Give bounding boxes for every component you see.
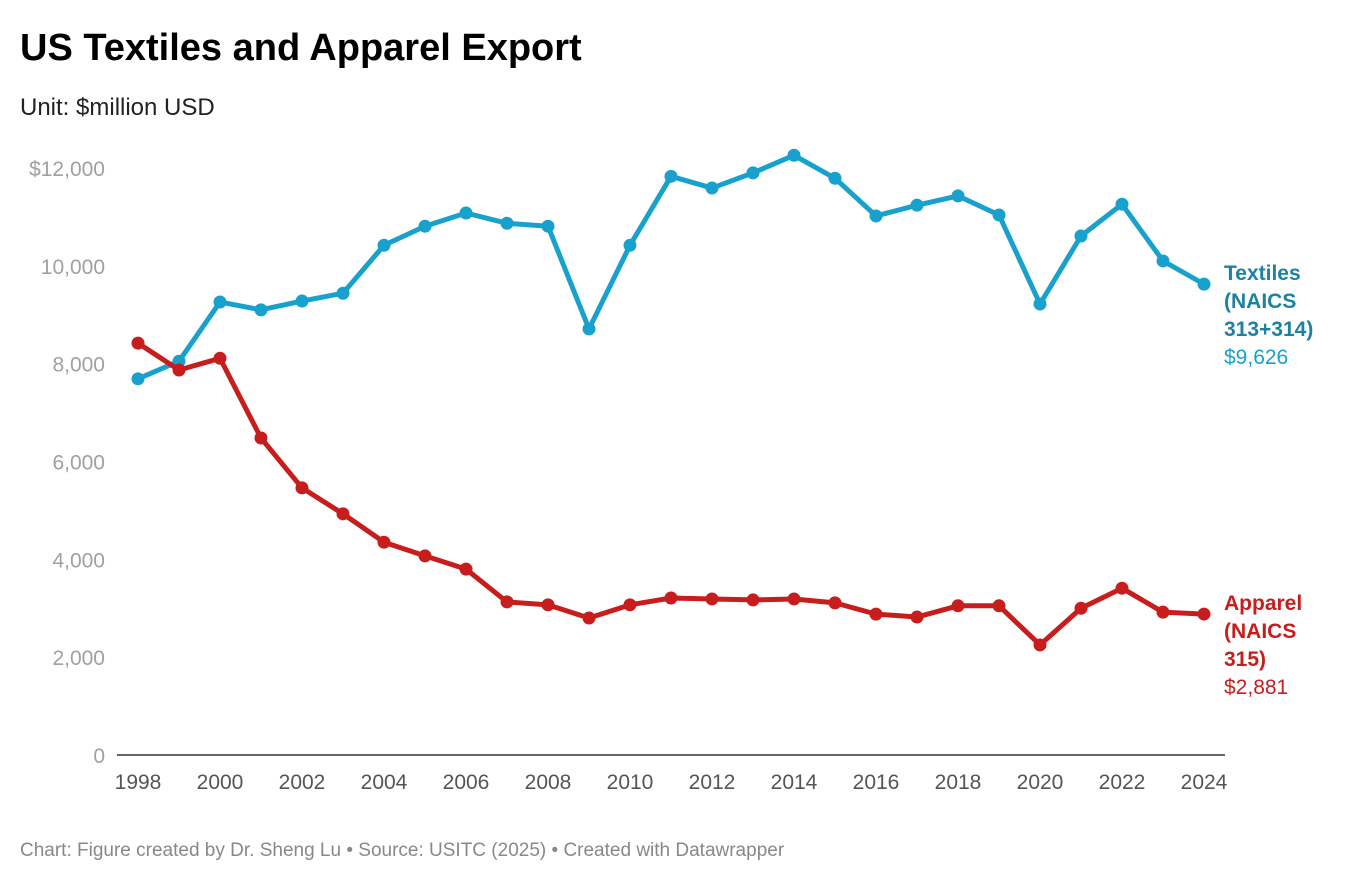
y-tick-label: 0: [93, 745, 105, 768]
series-label: Textiles: [1224, 262, 1301, 285]
data-point[interactable]: [746, 166, 760, 180]
data-point[interactable]: [869, 209, 883, 223]
x-tick-label: 2008: [525, 771, 572, 794]
data-point[interactable]: [500, 595, 514, 609]
y-tick-label: 8,000: [52, 354, 105, 377]
data-point[interactable]: [377, 238, 391, 252]
x-tick-label: 2022: [1099, 771, 1146, 794]
series-group: [131, 148, 1211, 652]
x-tick-label: 1998: [115, 771, 162, 794]
data-point[interactable]: [992, 208, 1006, 222]
data-point[interactable]: [746, 593, 760, 607]
data-point[interactable]: [623, 238, 637, 252]
data-point[interactable]: [295, 481, 309, 495]
x-tick-label: 2020: [1017, 771, 1064, 794]
x-tick-label: 2000: [197, 771, 244, 794]
data-point[interactable]: [951, 189, 965, 203]
data-point[interactable]: [869, 607, 883, 621]
series-last-value: $9,626: [1224, 346, 1288, 369]
x-tick-label: 2006: [443, 771, 490, 794]
data-point[interactable]: [664, 169, 678, 183]
series-line-textiles: [137, 152, 1206, 382]
data-point[interactable]: [213, 351, 227, 365]
data-point[interactable]: [1156, 254, 1170, 268]
data-point[interactable]: [418, 219, 432, 233]
y-axis: 0 2,000 4,000 6,000 8,000 10,000 $12,000: [29, 158, 105, 768]
data-point[interactable]: [828, 171, 842, 185]
data-point[interactable]: [1074, 229, 1088, 243]
y-tick-label: 6,000: [52, 452, 105, 475]
x-tick-label: 2016: [853, 771, 900, 794]
data-point[interactable]: [828, 596, 842, 610]
data-point[interactable]: [705, 181, 719, 195]
data-point[interactable]: [951, 599, 965, 613]
x-tick-label: 2018: [935, 771, 982, 794]
data-point[interactable]: [910, 610, 924, 624]
data-point[interactable]: [377, 535, 391, 549]
data-point[interactable]: [787, 148, 801, 162]
data-point[interactable]: [500, 216, 514, 230]
data-point[interactable]: [336, 507, 350, 521]
data-point[interactable]: [418, 549, 432, 563]
data-point[interactable]: [172, 363, 186, 377]
data-point[interactable]: [582, 611, 596, 625]
series-label: Apparel: [1224, 592, 1302, 615]
data-point[interactable]: [705, 592, 719, 606]
data-point[interactable]: [1033, 297, 1047, 311]
series-label: 313+314): [1224, 318, 1313, 341]
series-label: (NAICS: [1224, 620, 1296, 643]
data-point[interactable]: [1156, 605, 1170, 619]
series-labels: Textiles (NAICS 313+314) $9,626 Apparel (NAIC…: [1224, 262, 1313, 699]
series-last-value: $2,881: [1224, 676, 1288, 699]
x-tick-label: 2024: [1181, 771, 1228, 794]
data-point[interactable]: [336, 286, 350, 300]
data-point[interactable]: [787, 592, 801, 606]
data-point[interactable]: [1074, 601, 1088, 615]
data-point[interactable]: [254, 431, 268, 445]
data-point[interactable]: [1115, 197, 1129, 211]
y-tick-label: 4,000: [52, 549, 105, 572]
x-axis: 1998 2000 2002 2004 2006 2008 2010 2012 2014 2016…: [115, 771, 1228, 794]
data-point[interactable]: [131, 372, 145, 386]
x-tick-label: 2010: [607, 771, 654, 794]
data-point[interactable]: [131, 336, 145, 350]
data-point[interactable]: [459, 206, 473, 220]
data-point[interactable]: [1197, 607, 1211, 621]
x-tick-label: 2004: [361, 771, 408, 794]
x-tick-label: 2014: [771, 771, 818, 794]
y-tick-label: $12,000: [29, 158, 105, 181]
chart-subtitle: Unit: $million USD: [20, 94, 215, 121]
series-label: (NAICS: [1224, 290, 1296, 313]
data-point[interactable]: [295, 294, 309, 308]
data-point[interactable]: [1197, 277, 1211, 291]
data-point[interactable]: [582, 322, 596, 336]
data-point[interactable]: [992, 599, 1006, 613]
data-point[interactable]: [541, 598, 555, 612]
data-point[interactable]: [254, 303, 268, 317]
data-point[interactable]: [541, 219, 555, 233]
chart-title: US Textiles and Apparel Export: [20, 27, 582, 69]
data-point[interactable]: [910, 198, 924, 212]
series-label: 315): [1224, 648, 1266, 671]
x-tick-label: 2012: [689, 771, 736, 794]
chart-footer: Chart: Figure created by Dr. Sheng Lu • …: [20, 840, 785, 861]
y-tick-label: 2,000: [52, 647, 105, 670]
data-point[interactable]: [459, 562, 473, 576]
data-point[interactable]: [1033, 638, 1047, 652]
data-point[interactable]: [213, 295, 227, 309]
data-point[interactable]: [1115, 581, 1129, 595]
y-tick-label: 10,000: [41, 256, 105, 279]
data-point[interactable]: [664, 591, 678, 605]
data-point[interactable]: [623, 598, 637, 612]
x-tick-label: 2002: [279, 771, 326, 794]
